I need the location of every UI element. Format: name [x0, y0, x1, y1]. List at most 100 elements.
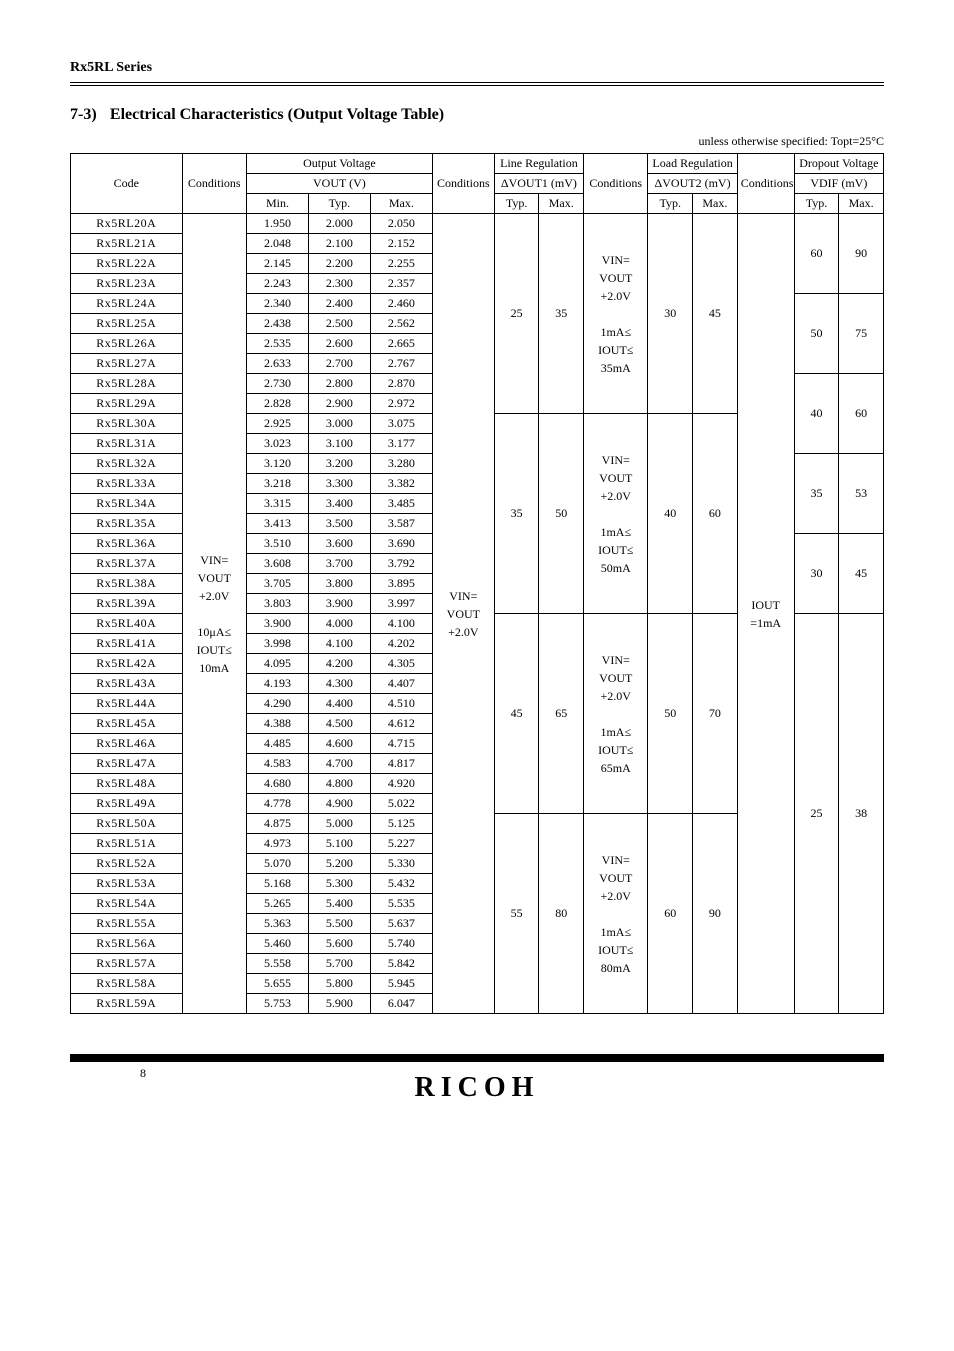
vout-typ: 4.600: [308, 734, 370, 754]
loadreg-typ: 60: [648, 814, 693, 1014]
vout-max: 2.562: [370, 314, 432, 334]
vout-min: 4.875: [246, 814, 308, 834]
loadreg-typ: 30: [648, 214, 693, 414]
linereg-typ: 25: [494, 214, 539, 414]
vout-max: 3.280: [370, 454, 432, 474]
vout-typ: 5.700: [308, 954, 370, 974]
part-code: Rx5RL38A: [71, 574, 183, 594]
vout-max: 4.305: [370, 654, 432, 674]
part-code: Rx5RL33A: [71, 474, 183, 494]
part-code: Rx5RL55A: [71, 914, 183, 934]
page-number: 8: [140, 1066, 146, 1081]
vout-min: 4.973: [246, 834, 308, 854]
vout-min: 3.315: [246, 494, 308, 514]
section-title: Electrical Characteristics (Output Volta…: [110, 106, 444, 123]
vout-max: 5.535: [370, 894, 432, 914]
vout-min: 2.828: [246, 394, 308, 414]
linereg-typ: 45: [494, 614, 539, 814]
vout-min: 4.583: [246, 754, 308, 774]
vout-min: 1.950: [246, 214, 308, 234]
dropout-typ: 40: [794, 374, 839, 454]
vout-min: 3.998: [246, 634, 308, 654]
vout-max: 4.612: [370, 714, 432, 734]
th-typ: Typ.: [794, 194, 839, 214]
vout-typ: 4.000: [308, 614, 370, 634]
part-code: Rx5RL51A: [71, 834, 183, 854]
dropout-max: 75: [839, 294, 884, 374]
loadreg-max: 70: [693, 614, 738, 814]
vout-typ: 5.300: [308, 874, 370, 894]
part-code: Rx5RL27A: [71, 354, 183, 374]
cond-load-cell: VIN=VOUT+2.0V 1mA≤IOUT≤35mA: [584, 214, 648, 414]
vout-typ: 5.800: [308, 974, 370, 994]
part-code: Rx5RL26A: [71, 334, 183, 354]
loadreg-typ: 50: [648, 614, 693, 814]
section-number: 7-3): [70, 106, 97, 123]
rule-line-2: [70, 85, 884, 86]
part-code: Rx5RL39A: [71, 594, 183, 614]
vout-max: 2.767: [370, 354, 432, 374]
part-code: Rx5RL47A: [71, 754, 183, 774]
part-code: Rx5RL45A: [71, 714, 183, 734]
vout-min: 2.730: [246, 374, 308, 394]
part-code: Rx5RL35A: [71, 514, 183, 534]
part-code: Rx5RL34A: [71, 494, 183, 514]
vout-typ: 3.300: [308, 474, 370, 494]
vout-typ: 3.500: [308, 514, 370, 534]
vout-min: 5.460: [246, 934, 308, 954]
vout-min: 3.218: [246, 474, 308, 494]
vout-typ: 4.100: [308, 634, 370, 654]
vout-max: 3.792: [370, 554, 432, 574]
vout-max: 5.740: [370, 934, 432, 954]
vout-min: 3.023: [246, 434, 308, 454]
th-linereg-sub: ΔVOUT1 (mV): [494, 174, 583, 194]
th-max: Max.: [370, 194, 432, 214]
page-footer: 8 RICOH: [70, 1054, 884, 1104]
dropout-max: 45: [839, 534, 884, 614]
vout-min: 2.340: [246, 294, 308, 314]
table-head: Code Conditions Output Voltage Condition…: [71, 154, 884, 214]
vout-max: 2.255: [370, 254, 432, 274]
vout-min: 4.680: [246, 774, 308, 794]
th-cond-load: Conditions: [584, 154, 648, 214]
vout-min: 3.608: [246, 554, 308, 574]
vout-min: 5.168: [246, 874, 308, 894]
vout-max: 6.047: [370, 994, 432, 1014]
part-code: Rx5RL22A: [71, 254, 183, 274]
vout-max: 5.125: [370, 814, 432, 834]
vout-min: 3.120: [246, 454, 308, 474]
linereg-max: 65: [539, 614, 584, 814]
th-typ: Typ.: [494, 194, 539, 214]
th-code: Code: [71, 154, 183, 214]
vout-min: 2.633: [246, 354, 308, 374]
th-max: Max.: [693, 194, 738, 214]
vout-min: 2.243: [246, 274, 308, 294]
th-typ: Typ.: [648, 194, 693, 214]
vout-typ: 2.900: [308, 394, 370, 414]
vout-typ: 5.100: [308, 834, 370, 854]
part-code: Rx5RL40A: [71, 614, 183, 634]
part-code: Rx5RL46A: [71, 734, 183, 754]
linereg-typ: 55: [494, 814, 539, 1014]
part-code: Rx5RL24A: [71, 294, 183, 314]
cond-line-cell: VIN=VOUT+2.0V: [432, 214, 494, 1014]
part-code: Rx5RL49A: [71, 794, 183, 814]
vout-min: 2.925: [246, 414, 308, 434]
th-dropout: Dropout Voltage: [794, 154, 883, 174]
vout-max: 4.100: [370, 614, 432, 634]
part-code: Rx5RL48A: [71, 774, 183, 794]
unit-note: unless otherwise specified: Topt=25°C: [70, 134, 884, 149]
vout-typ: 5.000: [308, 814, 370, 834]
part-code: Rx5RL50A: [71, 814, 183, 834]
vout-max: 3.587: [370, 514, 432, 534]
loadreg-typ: 40: [648, 414, 693, 614]
vout-typ: 5.900: [308, 994, 370, 1014]
vout-min: 3.705: [246, 574, 308, 594]
part-code: Rx5RL36A: [71, 534, 183, 554]
vout-max: 3.690: [370, 534, 432, 554]
vout-max: 5.432: [370, 874, 432, 894]
vout-min: 5.363: [246, 914, 308, 934]
vout-max: 2.460: [370, 294, 432, 314]
dropout-typ: 50: [794, 294, 839, 374]
vout-typ: 5.400: [308, 894, 370, 914]
